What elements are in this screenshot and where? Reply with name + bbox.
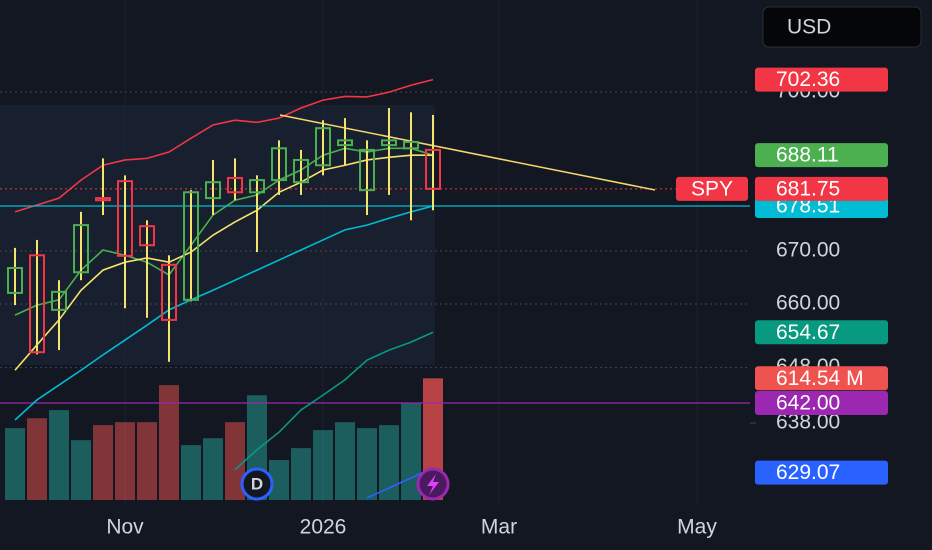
currency-button[interactable] (762, 6, 922, 48)
y-tick-label: 638.00 (776, 411, 840, 434)
x-tick-label: May (677, 516, 717, 539)
y-tick-label: 660.00 (776, 292, 840, 315)
candle-body (315, 127, 331, 167)
volume-bar (27, 418, 47, 500)
indicator-line (14, 147, 434, 316)
candle-body (403, 140, 419, 150)
volume-bar (225, 422, 245, 500)
price-label-box (755, 366, 888, 391)
indicator-line (234, 331, 434, 471)
candle-body (425, 148, 441, 190)
indicator-line (14, 154, 433, 371)
candle-body (95, 197, 111, 202)
volume-bar (291, 448, 311, 500)
volume-bar (159, 385, 179, 500)
currency-label: USD (787, 16, 831, 39)
volume-bar (203, 438, 223, 500)
candle-body (227, 176, 243, 194)
volume-bar (71, 440, 91, 500)
y-tick-label: 670.00 (776, 239, 840, 262)
candle-body (183, 191, 199, 301)
candle-body (29, 254, 45, 354)
shaded-region (0, 105, 435, 365)
candle-body (73, 224, 89, 274)
candle-body (161, 263, 177, 321)
price-label: 702.36 (776, 68, 840, 91)
volume-bar (137, 422, 157, 500)
candle-body (139, 225, 155, 247)
dividend-icon-label: D (251, 474, 263, 493)
candles (7, 108, 441, 362)
price-label-box (755, 460, 888, 485)
candle-body (7, 267, 23, 294)
lightning-glyph (427, 474, 439, 495)
volume-bar (115, 422, 135, 500)
volume-bar (181, 445, 201, 500)
symbol-box (676, 176, 748, 201)
price-label: 629.07 (776, 461, 840, 484)
volume-bar (357, 428, 377, 500)
price-label: 688.11 (776, 144, 839, 167)
candle-body (271, 147, 287, 182)
candle-body (117, 180, 133, 257)
price-label: 642.00 (776, 392, 840, 415)
candle-body (359, 148, 375, 192)
volume-bar (335, 422, 355, 500)
candle-body (381, 139, 397, 147)
price-labels: 702.36688.11678.51654.67681.75SPY614.54 … (676, 67, 888, 485)
candle-body (337, 139, 353, 147)
price-label: 681.75 (776, 177, 840, 200)
x-tick-label: Nov (106, 516, 144, 539)
dividend-icon[interactable] (240, 467, 274, 501)
price-label-box (755, 320, 888, 345)
x-tick-label: Mar (481, 516, 517, 539)
indicator-line (14, 78, 434, 213)
volume-bar (93, 425, 113, 500)
price-label-box (755, 391, 888, 415)
price-label-box (755, 67, 888, 92)
trend-line (279, 114, 656, 191)
candle-body (249, 179, 265, 194)
volume-bar (5, 428, 25, 500)
volume-bar (313, 430, 333, 500)
x-tick-label: 2026 (300, 516, 347, 539)
price-label: 614.54 M (776, 367, 864, 390)
price-axis: 700.00670.00660.00648.00638.00Nov2026Mar… (106, 80, 840, 539)
candle-body (51, 290, 67, 311)
price-label-box (755, 176, 888, 201)
indicator-line (14, 205, 434, 421)
candle-body (205, 181, 221, 200)
volume-bar (379, 425, 399, 500)
volume-bar (269, 460, 289, 500)
price-label-box (755, 143, 888, 168)
candle-body (293, 158, 309, 184)
price-label: 654.67 (776, 321, 840, 344)
volume-bar (49, 410, 69, 500)
symbol-label: SPY (691, 177, 733, 200)
